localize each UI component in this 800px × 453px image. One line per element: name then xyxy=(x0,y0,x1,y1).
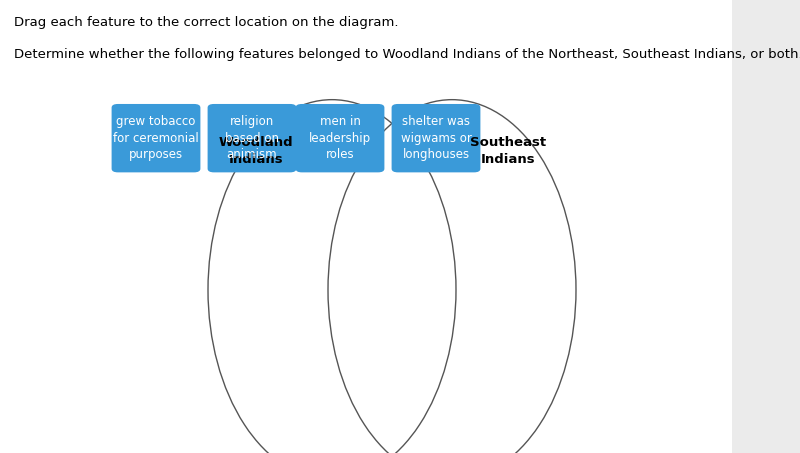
FancyBboxPatch shape xyxy=(296,104,384,173)
Text: men in
leadership
roles: men in leadership roles xyxy=(309,115,371,161)
FancyBboxPatch shape xyxy=(112,104,200,173)
Text: Woodland
Indians: Woodland Indians xyxy=(218,136,294,166)
Text: Southeast
Indians: Southeast Indians xyxy=(470,136,546,166)
FancyBboxPatch shape xyxy=(392,104,480,173)
Text: religion
based on
animism: religion based on animism xyxy=(225,115,279,161)
Text: grew tobacco
for ceremonial
purposes: grew tobacco for ceremonial purposes xyxy=(113,115,199,161)
Text: shelter was
wigwams or
longhouses: shelter was wigwams or longhouses xyxy=(401,115,471,161)
FancyBboxPatch shape xyxy=(208,104,296,173)
Text: Drag each feature to the correct location on the diagram.: Drag each feature to the correct locatio… xyxy=(14,16,399,29)
Text: Determine whether the following features belonged to Woodland Indians of the Nor: Determine whether the following features… xyxy=(14,48,800,61)
